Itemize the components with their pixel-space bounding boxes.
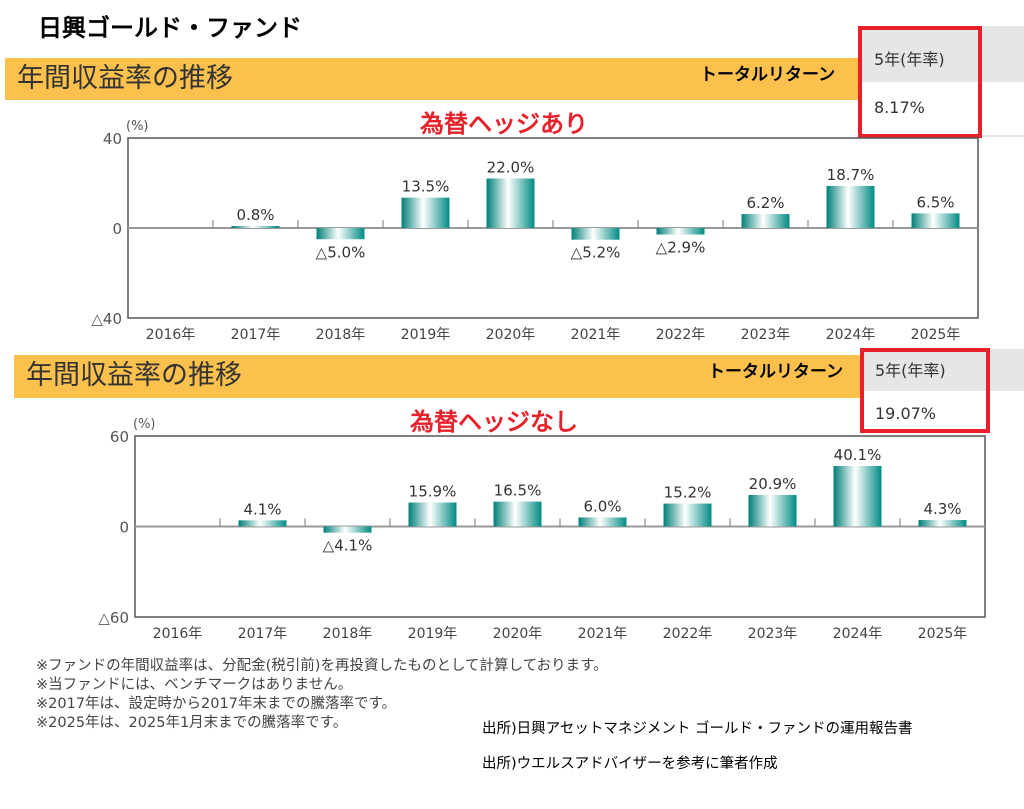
x-tick-label: 2021年 <box>571 327 621 343</box>
bar <box>826 185 875 228</box>
bar <box>408 502 457 527</box>
data-label: 0.8% <box>236 206 274 224</box>
data-label: 16.5% <box>494 482 542 500</box>
data-label: 20.9% <box>749 475 797 493</box>
x-tick-label: 2020年 <box>493 626 543 642</box>
y-tick-label: 40 <box>103 130 122 148</box>
bar <box>911 213 960 228</box>
y-tick-label: 0 <box>119 519 129 537</box>
data-label: △5.2% <box>571 244 621 262</box>
bar <box>231 226 280 228</box>
x-tick-label: 2025年 <box>918 626 968 642</box>
table-header: 5年(年率) <box>875 361 946 380</box>
data-label: △2.9% <box>656 239 706 257</box>
bar <box>656 228 705 235</box>
data-label: 6.2% <box>746 194 784 212</box>
source: 出所)ウエルスアドバイザーを参考に筆者作成 <box>482 756 778 772</box>
data-label: 6.5% <box>916 193 954 211</box>
chart-title: 為替ヘッジなし <box>410 408 578 436</box>
data-label: 15.2% <box>664 484 712 502</box>
x-tick-label: 2018年 <box>323 626 373 642</box>
chart-title: 為替ヘッジあり <box>420 110 588 138</box>
bar <box>918 520 967 527</box>
x-tick-label: 2022年 <box>656 327 706 343</box>
x-tick-label: 2025年 <box>911 327 961 343</box>
y-tick-label: 60 <box>110 428 129 446</box>
note: ※2025年は、2025年1月末までの騰落率です。 <box>36 715 348 731</box>
bar <box>741 214 790 228</box>
x-tick-label: 2024年 <box>833 626 883 642</box>
page-title: 日興ゴールド・ファンド <box>38 14 302 42</box>
data-label: △5.0% <box>316 243 366 261</box>
table-value: 8.17% <box>874 98 925 117</box>
data-label: 13.5% <box>402 178 450 196</box>
bar <box>401 197 450 228</box>
data-label: 40.1% <box>834 446 882 464</box>
x-tick-label: 2024年 <box>826 327 876 343</box>
y-axis-unit: (%) <box>126 119 149 134</box>
x-tick-label: 2019年 <box>408 626 458 642</box>
bar <box>493 501 542 527</box>
bar <box>833 466 882 527</box>
data-label: 15.9% <box>409 483 457 501</box>
data-label: 22.0% <box>487 159 535 177</box>
section-banner: 年間収益率の推移 <box>5 58 860 100</box>
x-tick-label: 2020年 <box>486 327 536 343</box>
note: ※当ファンドには、ベンチマークはありません。 <box>36 677 353 693</box>
x-tick-label: 2017年 <box>238 626 288 642</box>
data-label: 4.3% <box>923 500 961 518</box>
x-tick-label: 2018年 <box>316 327 366 343</box>
x-tick-label: 2016年 <box>153 626 203 642</box>
x-tick-label: 2016年 <box>146 327 196 343</box>
x-tick-label: 2019年 <box>401 327 451 343</box>
data-label: 18.7% <box>827 166 875 184</box>
total-return-label: トータルリターン <box>708 362 844 382</box>
table-value: 19.07% <box>875 404 937 423</box>
data-label: 4.1% <box>243 500 281 518</box>
bar <box>578 517 627 527</box>
highlight-box <box>858 26 982 138</box>
bar <box>316 228 365 240</box>
x-tick-label: 2023年 <box>748 626 798 642</box>
y-tick-label: △40 <box>91 310 122 328</box>
chart-hedged: (%) △40 0 40 2016年 2017年 0.8% 2018年 △5.0% 2019年 13… <box>91 119 979 343</box>
chart-unhedged: (%) △60 0 60 2016年 2017年 4.1% 2018年 △4.1% 2019年 15… <box>98 417 986 642</box>
total-return-table-header-row <box>861 349 1024 391</box>
y-axis-unit: (%) <box>133 417 156 432</box>
source: 出所)日興アセットマネジメント ゴールド・ファンドの運用報告書 <box>482 721 913 737</box>
x-tick-label: 2022年 <box>663 626 713 642</box>
total-return-label: トータルリターン <box>700 65 836 85</box>
notes: ※ファンドの年間収益率は、分配金(税引前)を再投資したものとして計算しております… <box>36 657 608 733</box>
table-header: 5年(年率) <box>874 50 945 69</box>
highlight-box <box>860 348 990 433</box>
note: ※ファンドの年間収益率は、分配金(税引前)を再投資したものとして計算しております… <box>36 658 608 674</box>
y-tick-label: 0 <box>112 220 122 238</box>
bar <box>663 503 712 527</box>
note: ※2017年は、設定時から2017年末までの騰落率です。 <box>36 696 397 712</box>
bar <box>323 526 372 533</box>
data-label: 6.0% <box>583 497 621 515</box>
x-tick-label: 2017年 <box>231 327 281 343</box>
section-banner: 年間収益率の推移 <box>14 355 862 398</box>
bar <box>486 178 535 228</box>
total-return-table-header-row <box>860 26 1024 82</box>
bar <box>748 494 797 527</box>
y-tick-label: △60 <box>98 609 129 627</box>
x-tick-label: 2021年 <box>578 626 628 642</box>
data-label: △4.1% <box>323 537 373 555</box>
bar <box>238 520 287 527</box>
x-tick-label: 2023年 <box>741 327 791 343</box>
bar <box>571 228 620 240</box>
